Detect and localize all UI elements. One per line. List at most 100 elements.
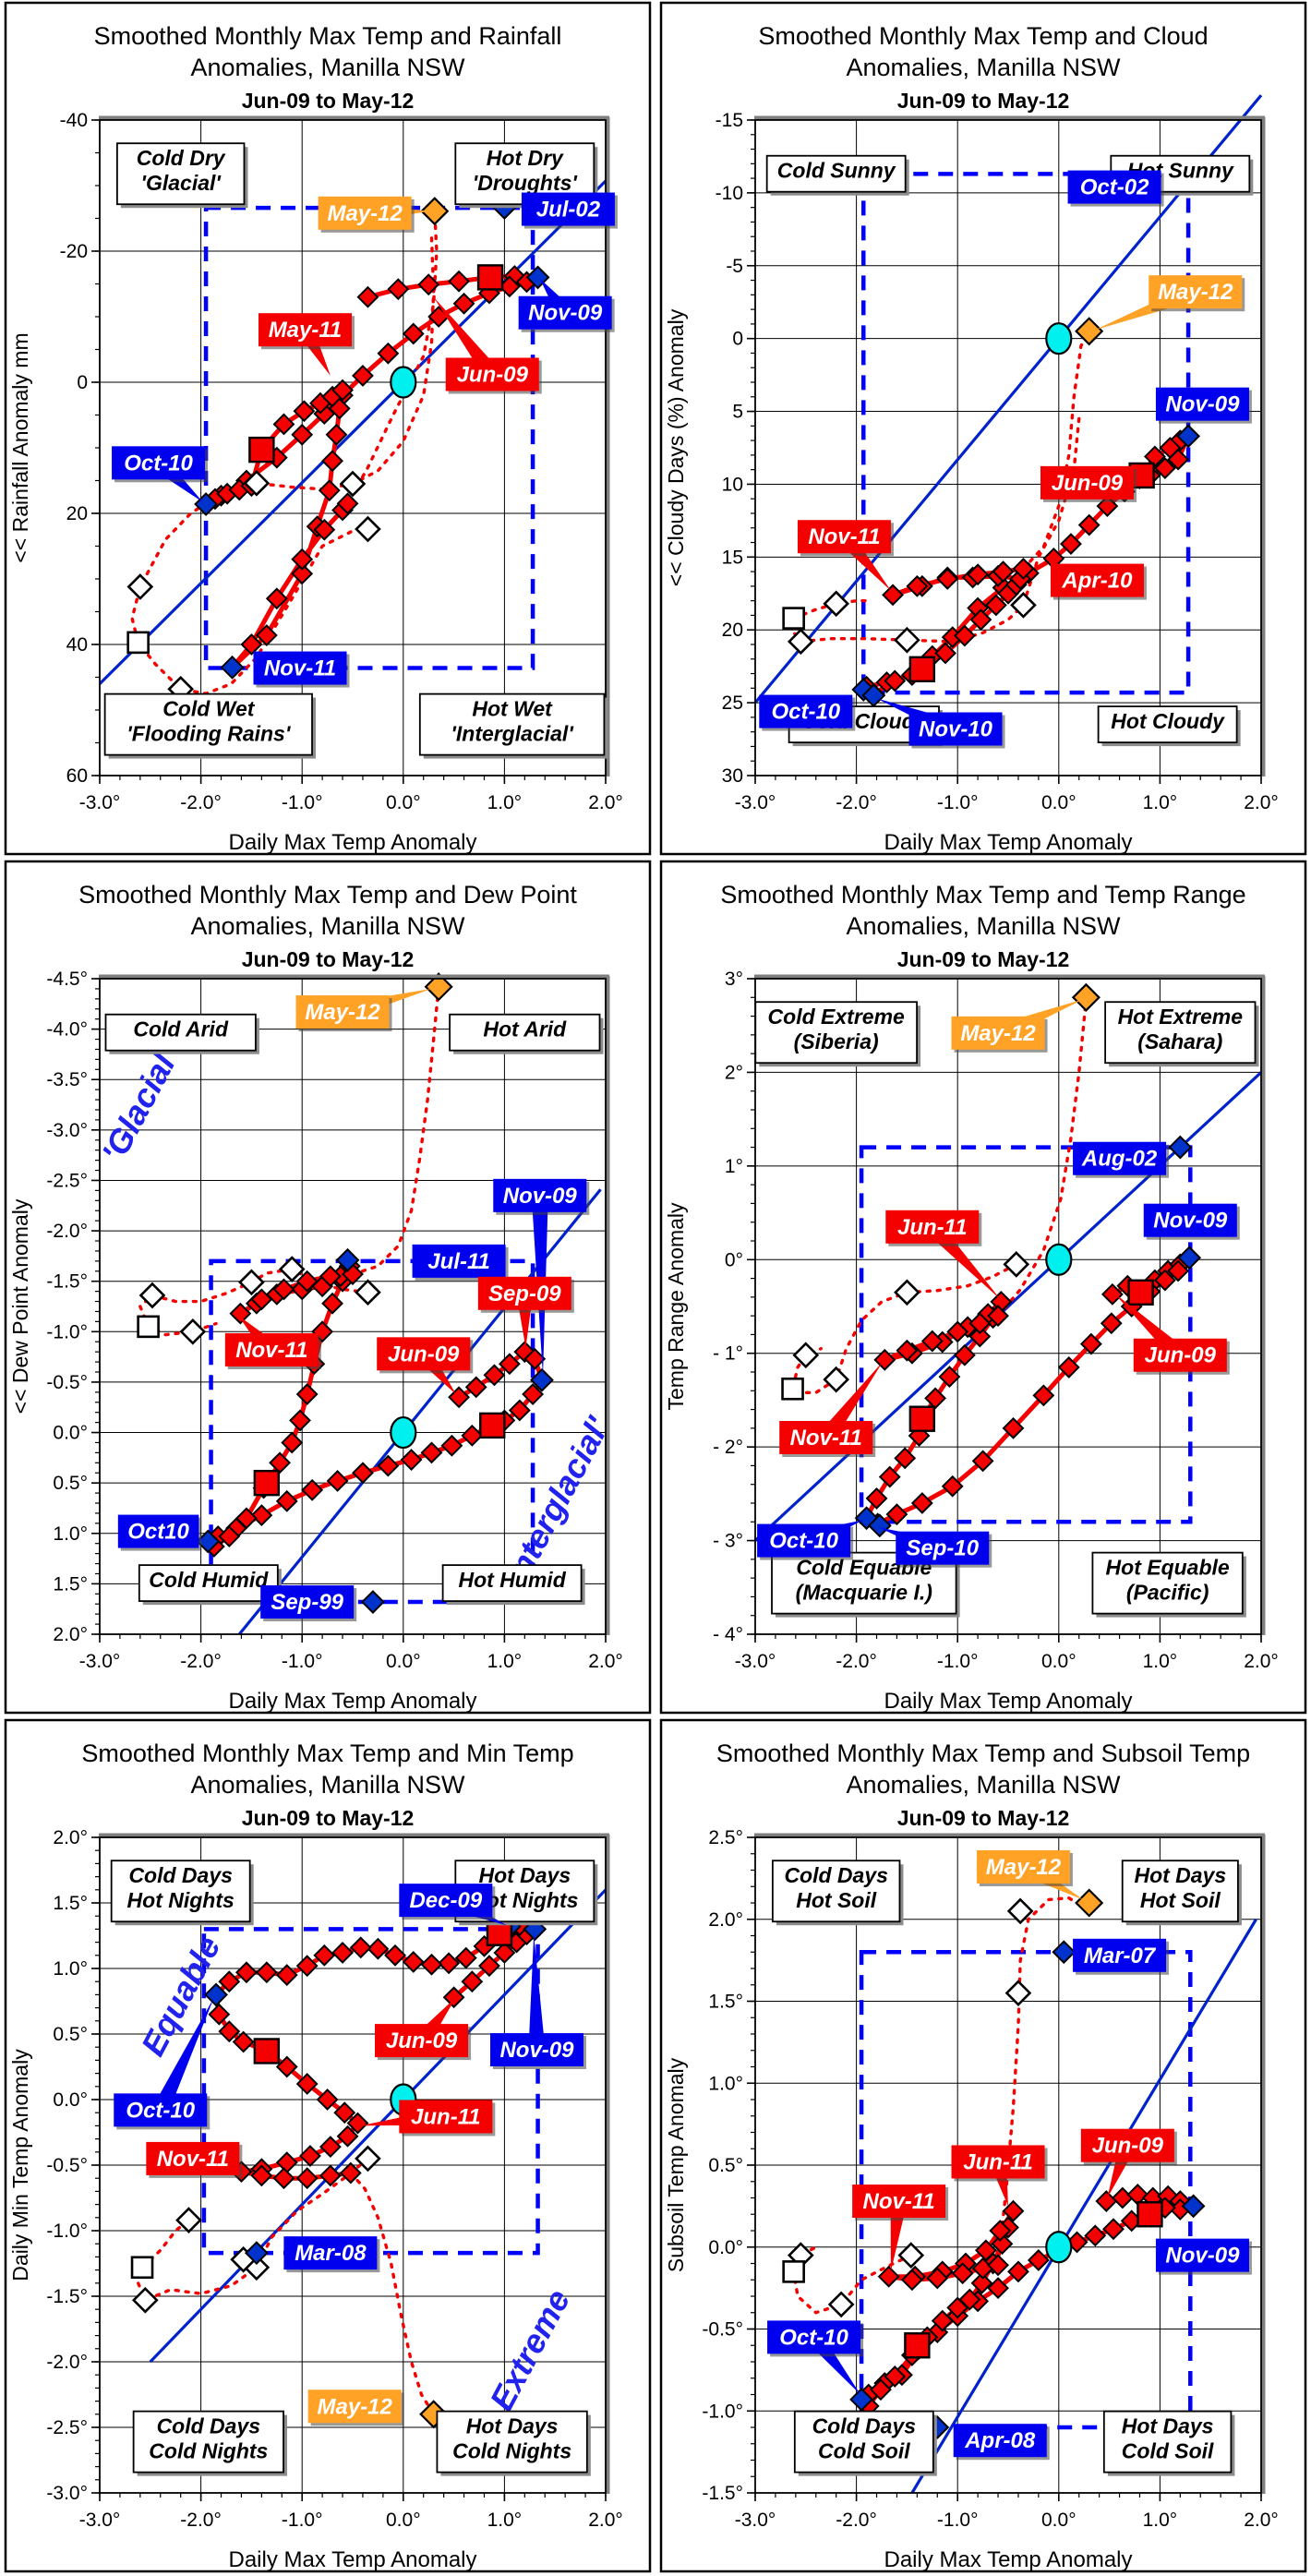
callout-box bbox=[885, 1210, 980, 1244]
data-point-diamond bbox=[291, 423, 314, 446]
open-diamond-marker bbox=[355, 515, 381, 543]
open-diamond-marker bbox=[823, 590, 850, 618]
callout-box bbox=[412, 1244, 506, 1278]
quadrant-label-box: Hot Wet'Interglacial' bbox=[418, 692, 608, 759]
data-point-diamond bbox=[953, 1343, 976, 1366]
callout-text: Nov-09 bbox=[1165, 392, 1240, 417]
callout-text: Nov-09 bbox=[1165, 2244, 1240, 2269]
callout-text: May-12 bbox=[960, 1021, 1036, 1046]
chart-plot-dew-point: -3.0° -2.0° -1.0° 0.0° 1.0° 2.0° -4.5° -4.0° -3.… bbox=[4, 860, 652, 1715]
y-tick-label: -1.0° bbox=[46, 1321, 88, 1342]
callout-text: Nov-11 bbox=[808, 524, 880, 549]
open-square-marker bbox=[782, 2260, 805, 2283]
data-point-diamond bbox=[440, 1434, 463, 1457]
callout-box bbox=[377, 1337, 471, 1371]
callout-text: Jun-09 bbox=[1145, 1343, 1217, 1368]
callout-jun-09: Jun-09 bbox=[1040, 465, 1137, 502]
callout-oct-10: Oct-10 bbox=[757, 1520, 864, 1560]
y-tick-label: 1.5° bbox=[53, 1893, 88, 1914]
data-point-diamond bbox=[1032, 1384, 1055, 1407]
data-point-diamond bbox=[1159, 437, 1182, 459]
callout-text: Apr-08 bbox=[964, 2428, 1036, 2453]
data-point-diamond bbox=[255, 1961, 278, 1984]
y-tick-label: -15 bbox=[716, 110, 743, 131]
y-axis-title: << Rainfall Anomaly mm bbox=[8, 332, 32, 562]
data-point-diamond bbox=[454, 1946, 477, 1969]
callout-text: Jun-09 bbox=[386, 2028, 458, 2053]
data-point-diamond bbox=[987, 2254, 1009, 2277]
open-diamond-marker bbox=[243, 470, 271, 497]
data-point-diamond bbox=[1057, 1356, 1080, 1378]
x-tick-label: 0.0° bbox=[386, 2510, 421, 2531]
callout-text: May-12 bbox=[305, 1000, 380, 1025]
x-tick-label: 1.0° bbox=[1143, 1651, 1178, 1672]
january-red-square-marker bbox=[476, 264, 504, 291]
previous-year-markers bbox=[782, 590, 1037, 656]
data-point-diamond bbox=[498, 1353, 521, 1376]
x-tick-label: 0.0° bbox=[1041, 792, 1076, 813]
plot-frame bbox=[754, 1836, 1262, 2494]
data-point-diamond bbox=[1027, 2249, 1050, 2271]
y-tick-label: 1.0° bbox=[708, 2073, 743, 2094]
y-tick-label: -0.5° bbox=[702, 2319, 743, 2341]
y-tick-label: -1.0° bbox=[46, 2221, 88, 2242]
quadrant-label-text: Hot Soil bbox=[796, 1888, 876, 1912]
data-point-diamond bbox=[293, 400, 316, 423]
x-tick-label: 1.0° bbox=[1143, 792, 1178, 813]
quadrant-label-text: Cold Days bbox=[784, 1863, 887, 1887]
data-point-diamond bbox=[878, 1465, 901, 1488]
data-point-diamond bbox=[275, 1964, 298, 1987]
callout-box bbox=[112, 446, 206, 480]
x-tick-label: 0.0° bbox=[1041, 1651, 1076, 1672]
y-axis-title: Daily Min Temp Anomaly bbox=[8, 2049, 32, 2281]
open-square-marker bbox=[126, 631, 150, 655]
callout-box bbox=[951, 1016, 1045, 1050]
y-tick-label: -3.5° bbox=[46, 1069, 88, 1090]
data-point-diamond bbox=[291, 562, 314, 585]
callout-jun-11: Jun-11 bbox=[359, 2100, 496, 2137]
data-point-diamond bbox=[924, 1387, 947, 1410]
special-markers bbox=[851, 162, 1206, 708]
previous-year-dotted-line bbox=[790, 1262, 1018, 1395]
y-tick-label: 15 bbox=[722, 547, 743, 568]
data-point-diamond bbox=[1002, 1416, 1025, 1439]
quadrant-label-text: Hot Days bbox=[466, 2414, 559, 2438]
origin-marker bbox=[1045, 322, 1073, 355]
quadrant-label-box: Cold Extreme(Siberia) bbox=[754, 1001, 921, 1067]
y-tick-label: -10 bbox=[716, 183, 743, 204]
data-point-diamond bbox=[333, 2101, 356, 2125]
x-tick-label: 2.0° bbox=[588, 792, 623, 813]
callout-box bbox=[1040, 465, 1134, 500]
data-point-diamond bbox=[331, 1942, 354, 1964]
january-red-square-marker bbox=[248, 436, 275, 463]
data-point-diamond bbox=[272, 2167, 295, 2190]
callout-box bbox=[114, 2093, 208, 2127]
callout-box bbox=[253, 651, 347, 685]
quadrant-label-text: Cold Days bbox=[812, 2414, 916, 2438]
callout-box bbox=[477, 1276, 571, 1310]
data-point-diamond bbox=[464, 1376, 487, 1399]
data-point-diamond bbox=[342, 1263, 364, 1285]
quadrant-label-box: Cold Sunny bbox=[765, 154, 909, 196]
dated-blue-diamond-marker bbox=[1181, 2194, 1206, 2219]
quadrant-label-text: (Pacific) bbox=[1126, 1581, 1209, 1605]
latest-month-orange-diamond-marker bbox=[420, 197, 450, 226]
data-point-diamond bbox=[896, 1339, 919, 1362]
latest-month-orange-diamond-marker bbox=[1075, 317, 1104, 346]
chart-title: Smoothed Monthly Max Temp and Cloud Anom… bbox=[758, 22, 1209, 81]
data-point-diamond bbox=[400, 1449, 423, 1471]
callout-box bbox=[1073, 1938, 1167, 1972]
data-point-diamond bbox=[873, 1348, 896, 1371]
data-point-diamond bbox=[255, 624, 278, 646]
y-tick-label: 0.0° bbox=[708, 2237, 743, 2258]
y-tick-label: 0.5° bbox=[53, 2024, 88, 2045]
data-point-diamond bbox=[326, 1470, 349, 1492]
record-range-dashed-box bbox=[859, 1145, 1193, 1524]
callout-box bbox=[908, 712, 1003, 746]
box-face bbox=[441, 1564, 583, 1603]
chart-title: Smoothed Monthly Max Temp and Subsoil Te… bbox=[716, 1739, 1251, 1799]
callout-text: Nov-09 bbox=[1153, 1209, 1228, 1234]
callout-jun-09: Jun-09 bbox=[433, 296, 542, 394]
origin-marker bbox=[1045, 1243, 1073, 1276]
